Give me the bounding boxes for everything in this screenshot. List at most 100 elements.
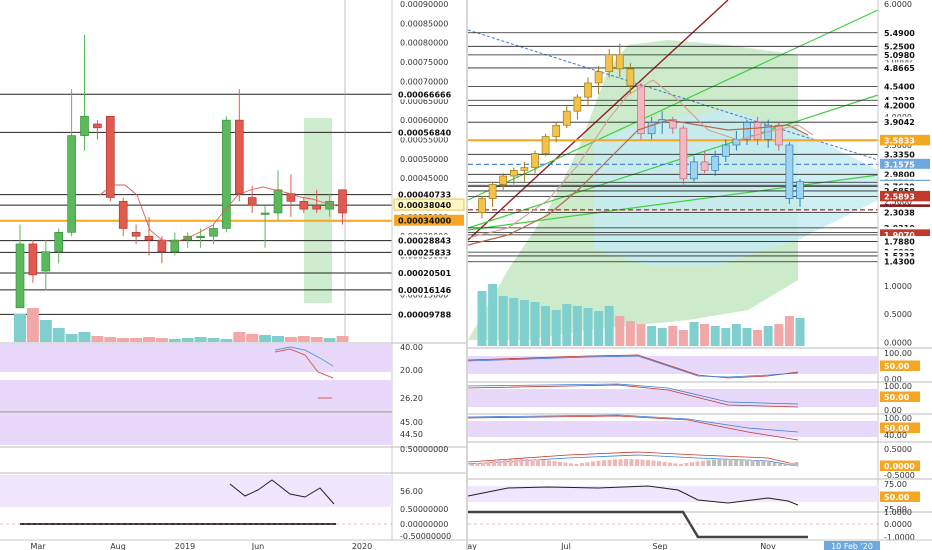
right-chart-svg[interactable]: 6.00005.50005.00004.50004.00003.50003.00… xyxy=(467,0,932,550)
candle-body xyxy=(131,232,141,237)
volume-bar xyxy=(181,338,194,342)
trendline-blue-dotted xyxy=(467,29,879,161)
osc4-hist xyxy=(734,459,738,466)
volume-bar xyxy=(594,311,604,346)
trendline-maroon xyxy=(467,0,729,241)
osc4-hist xyxy=(613,459,617,466)
level-tag-bg xyxy=(880,27,930,38)
moving-average-line xyxy=(467,119,809,246)
level-tag-label: 4.5400 xyxy=(884,82,915,91)
candle-body xyxy=(690,161,698,180)
osc-tick-label: 0.0000 xyxy=(884,520,912,529)
osc-tick-label: 50.00 xyxy=(884,493,910,502)
level-tag-bg xyxy=(880,190,930,202)
osc4-hist xyxy=(794,462,799,466)
volume-bar xyxy=(477,291,487,346)
candle-body xyxy=(67,135,76,233)
osc4-hist xyxy=(486,461,491,466)
osc4-hist xyxy=(745,459,749,466)
projection-box xyxy=(304,118,332,303)
level-tag-bg xyxy=(880,185,930,196)
osc4-hist xyxy=(536,459,540,466)
volume-bar xyxy=(220,339,233,342)
candle-body xyxy=(80,115,89,136)
osc4-hist xyxy=(481,462,485,466)
level-tag-bg xyxy=(880,168,930,180)
level-tag-bg xyxy=(880,256,930,267)
volume-bar xyxy=(519,300,529,346)
level-tag-bg xyxy=(880,62,930,73)
osc4-hist xyxy=(503,459,507,466)
candle-body xyxy=(541,136,550,154)
osc-tick-label: 50.00 xyxy=(884,362,910,371)
osc4-hist xyxy=(530,459,535,466)
volume-bar xyxy=(710,326,720,346)
right-chart-panel[interactable]: 6.00005.50005.00004.50004.00003.50003.00… xyxy=(467,0,932,550)
osc3-tick: -0.50000000 xyxy=(400,532,451,541)
candle-body xyxy=(552,124,561,137)
price-tick-label: 0.00070000 xyxy=(400,77,448,86)
price-tick-label: 0.00050000 xyxy=(400,155,448,164)
volume-bar xyxy=(721,328,731,346)
osc-tick-label: -1.0000 xyxy=(884,533,915,542)
osc-tag-bg xyxy=(880,460,920,471)
volume-bar xyxy=(657,328,667,346)
osc4-hist xyxy=(552,461,557,466)
osc-tag-bg xyxy=(880,422,920,433)
osc2-line xyxy=(467,384,799,408)
osc4-hist xyxy=(541,459,546,466)
osc4-hist xyxy=(492,460,496,466)
level-tag-label: 3.3350 xyxy=(884,150,915,159)
level-tag-bg xyxy=(880,250,930,261)
level-tag-bg xyxy=(394,308,464,320)
time-tick-label: ay xyxy=(468,542,477,550)
osc4-hist xyxy=(602,460,606,466)
level-tag-bg xyxy=(880,116,930,128)
osc1-line xyxy=(467,355,799,378)
level-tag-bg xyxy=(394,126,464,138)
osc4-hist xyxy=(624,459,628,466)
moving-average-line xyxy=(467,79,814,239)
candle-body xyxy=(28,243,38,276)
osc3-tick: 0.50000000 xyxy=(400,445,448,454)
osc1-tick: 20.00 xyxy=(400,366,423,375)
candle-body xyxy=(605,54,614,73)
level-tag-bg xyxy=(880,236,930,247)
left-chart-panel[interactable]: 0.00090000 0.00085000 0.00080000 0.00075000… xyxy=(0,0,466,550)
volume-bar xyxy=(26,308,39,342)
volume-bar xyxy=(130,338,143,342)
osc-tick-label: 1.0000 xyxy=(884,508,912,517)
osc4-hist xyxy=(717,459,722,466)
volume-bar xyxy=(604,306,614,346)
candle-body xyxy=(157,239,167,252)
level-tag-bg xyxy=(880,134,930,146)
volume-bar xyxy=(336,336,349,342)
panel-divider[interactable] xyxy=(466,0,468,550)
osc2-band-bottom xyxy=(0,413,392,445)
level-tag-bg xyxy=(880,206,930,218)
level-tag-label: 2.3038 xyxy=(884,208,915,217)
osc5-line xyxy=(467,485,799,506)
volume-bar xyxy=(39,320,52,342)
level-tag-bg xyxy=(880,80,930,92)
candle-body xyxy=(637,85,645,135)
osc1-band xyxy=(0,344,392,372)
price-tick-label: 0.00075000 xyxy=(400,58,448,67)
volume-bar xyxy=(509,298,519,346)
osc-band xyxy=(468,356,878,374)
level-tag-label: 5.2500 xyxy=(884,42,915,51)
osc4-hist xyxy=(585,462,590,466)
price-tick-label: 0.00055000 xyxy=(400,135,448,144)
left-chart-svg[interactable]: 0.00090000 0.00085000 0.00080000 0.00075000… xyxy=(0,0,466,550)
osc4-hist xyxy=(508,459,513,466)
level-tag-label: 0.00034000 xyxy=(398,217,452,226)
level-tag-bg xyxy=(880,229,930,240)
osc4-hist xyxy=(695,461,700,466)
candle-body xyxy=(170,239,180,252)
time-tick-label: Nov xyxy=(760,542,776,550)
price-tick-label: 3.5000 xyxy=(884,141,912,150)
osc4-hist xyxy=(651,460,656,466)
moving-average-line xyxy=(99,184,338,243)
date-badge-label: 10 Feb '20 xyxy=(831,542,873,550)
osc4-hist xyxy=(756,460,760,466)
